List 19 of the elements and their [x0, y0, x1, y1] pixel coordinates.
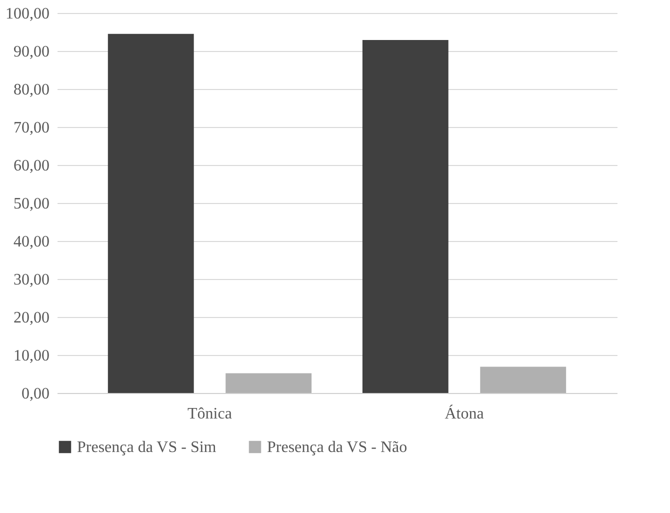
bar — [226, 373, 312, 393]
y-tick-label: 60,00 — [14, 158, 50, 174]
y-tick-label: 50,00 — [14, 196, 50, 212]
y-tick-label: 10,00 — [14, 348, 50, 364]
y-tick-label: 100,00 — [6, 6, 50, 22]
y-tick-label: 30,00 — [14, 272, 50, 288]
y-tick-label: 90,00 — [14, 44, 50, 60]
y-tick-label: 20,00 — [14, 310, 50, 326]
y-tick-label: 40,00 — [14, 234, 50, 250]
bar — [362, 40, 448, 393]
bar — [108, 34, 194, 393]
y-tick-label: 70,00 — [14, 120, 50, 136]
y-tick-label: 80,00 — [14, 82, 50, 98]
y-tick-label: 0,00 — [22, 386, 50, 402]
legend-label: Presença da VS - Não — [267, 439, 408, 456]
legend-label: Presença da VS - Sim — [77, 439, 217, 456]
x-tick-label: Tônica — [188, 406, 232, 422]
bar — [480, 366, 566, 393]
x-tick-label: Átona — [444, 404, 484, 422]
